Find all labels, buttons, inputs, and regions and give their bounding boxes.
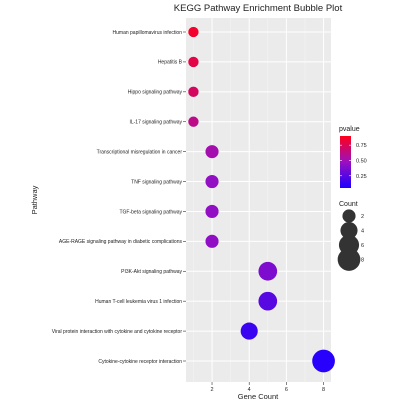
chart-title: KEGG Pathway Enrichment Bubble Plot — [174, 3, 343, 14]
count-legend-circle — [337, 248, 361, 271]
data-point — [188, 56, 199, 68]
colorbar-tick-label: 0.25 — [356, 174, 367, 180]
data-point — [258, 291, 278, 311]
count-legend-label: 4 — [361, 229, 364, 235]
y-tick-label: Hippo signaling pathway — [128, 90, 183, 96]
count-legend-circle — [340, 221, 358, 240]
pvalue-legend-title: pvalue — [339, 126, 360, 133]
pvalue-legend: pvalue 0.75 0.50 0.25 — [339, 126, 367, 188]
data-point — [205, 174, 219, 189]
data-point — [240, 322, 258, 340]
count-legend-title: Count — [339, 201, 358, 208]
y-tick-label: Hepatitis B — [158, 60, 183, 66]
data-points — [188, 26, 335, 373]
colorbar-tick-label: 0.75 — [356, 143, 367, 149]
x-tick-label: 6 — [285, 387, 288, 393]
count-legend-label: 2 — [361, 214, 364, 220]
data-point — [312, 349, 335, 373]
data-point — [188, 116, 199, 127]
colorbar-tick-label: 0.50 — [356, 158, 367, 164]
count-legend-label: 8 — [361, 258, 364, 264]
pvalue-colorbar — [340, 136, 351, 188]
x-tick-label: 8 — [322, 387, 325, 393]
data-point — [205, 145, 219, 159]
y-tick-label: IL-17 signaling pathway — [129, 120, 182, 126]
x-tick-label: 4 — [248, 387, 251, 393]
y-tick-label: AGE-RAGE signaling pathway in diabetic c… — [59, 239, 183, 245]
y-axis: Human papillomavirus infection Hepatitis … — [52, 30, 186, 365]
x-axis: 2 4 6 8 — [210, 382, 325, 393]
count-legend-label: 6 — [361, 243, 364, 249]
y-tick-label: TGF-beta signaling pathway — [119, 209, 182, 215]
y-tick-label: Transcriptional misregulation in cancer — [97, 149, 183, 155]
data-point — [188, 86, 199, 97]
y-tick-label: Cytokine-cytokine receptor interaction — [98, 359, 182, 365]
y-tick-label: Viral protein interaction with cytokine … — [52, 329, 183, 335]
count-legend: Count 2 4 6 8 — [337, 201, 364, 271]
x-tick-label: 2 — [210, 387, 213, 393]
data-point — [205, 234, 219, 248]
y-tick-label: PI3K-Akt signaling pathway — [121, 269, 182, 275]
x-axis-title: Gene Count — [238, 392, 279, 400]
y-tick-label: TNF signaling pathway — [131, 179, 182, 185]
data-point — [258, 261, 278, 281]
data-point — [188, 26, 199, 38]
y-axis-title: Pathway — [30, 185, 39, 214]
plot-panel — [186, 18, 331, 382]
y-tick-label: Human papillomavirus infection — [113, 30, 183, 36]
y-tick-label: Human T-cell leukemia virus 1 infection — [95, 299, 182, 305]
count-legend-circle — [342, 209, 356, 223]
data-point — [205, 204, 219, 219]
